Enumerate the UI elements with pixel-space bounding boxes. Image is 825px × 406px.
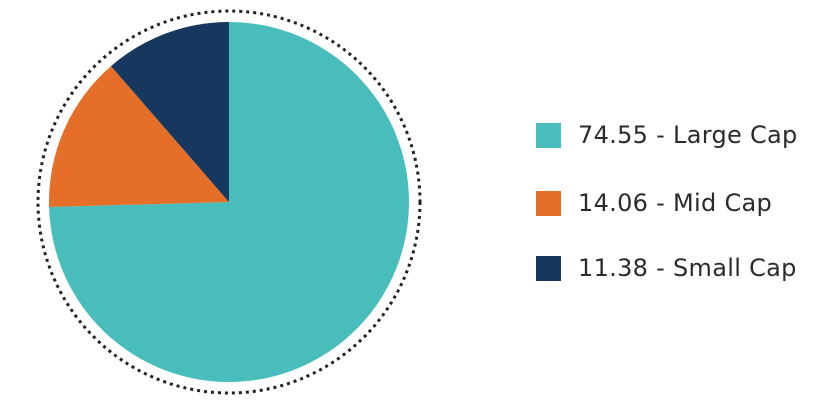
pie-slice-small-cap — [110, 22, 229, 202]
pie-outline-dotted — [36, 9, 422, 395]
legend-swatch — [536, 255, 561, 281]
legend-label: 74.55 - Large Cap — [578, 121, 798, 149]
legend-swatch — [536, 190, 561, 216]
legend-item-mid-cap: 14.06 - Mid Cap — [536, 189, 772, 217]
pie-slice-large-cap — [49, 22, 409, 382]
pie-chart — [36, 9, 422, 395]
legend-item-small-cap: 11.38 - Small Cap — [536, 254, 797, 282]
legend-label: 11.38 - Small Cap — [578, 254, 797, 282]
legend-label: 14.06 - Mid Cap — [578, 189, 773, 217]
legend-item-large-cap: 74.55 - Large Cap — [536, 121, 798, 149]
pie-slice-mid-cap — [49, 66, 229, 208]
legend-swatch — [536, 122, 561, 148]
